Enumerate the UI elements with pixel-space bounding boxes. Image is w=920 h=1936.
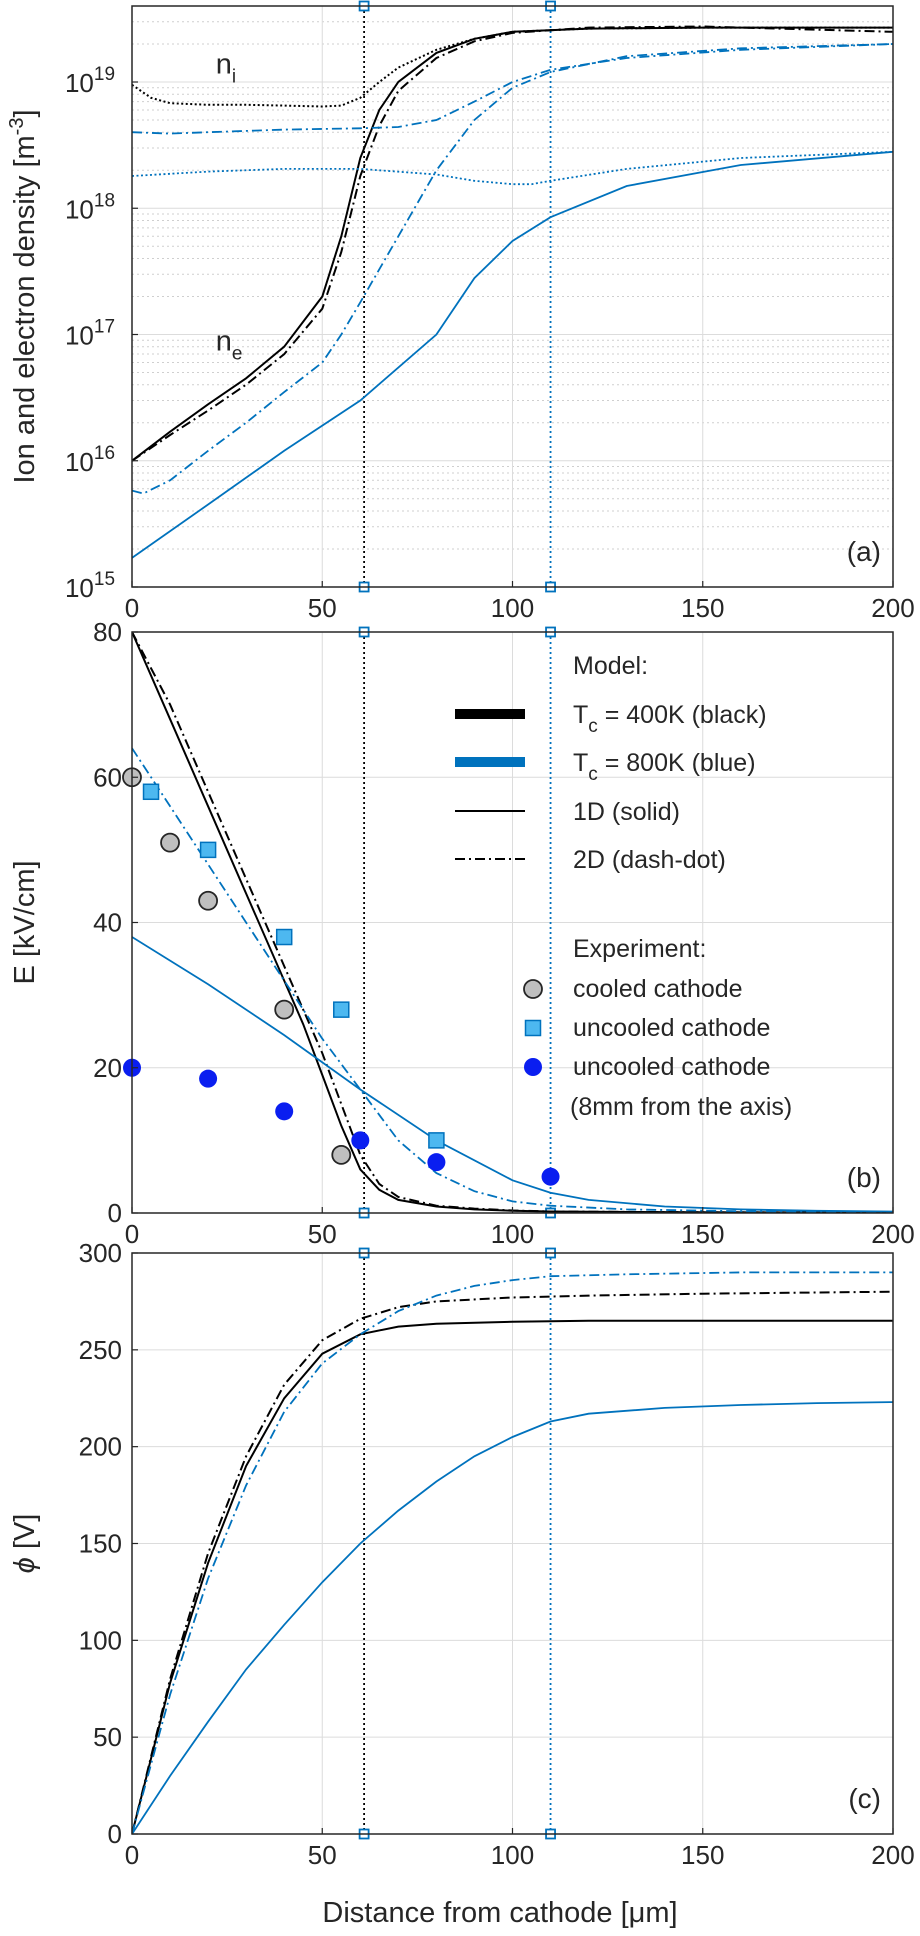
marker-uncooled-cathode-8mm <box>351 1131 370 1150</box>
y-tick-label: 150 <box>79 1529 122 1559</box>
series-group <box>132 25 893 559</box>
y-tick-label: 40 <box>93 908 122 938</box>
marker-cooled-cathode <box>160 832 180 853</box>
series-line-black-solid <box>132 1319 893 1834</box>
legend-label: uncooled cathode <box>573 1053 770 1081</box>
legend: Model: Tc = 400K (black) Tc = 800K (blue) 1… <box>455 652 792 1121</box>
marker-uncooled-cathode-8mm <box>275 1102 294 1121</box>
series-line-black-dashdot <box>132 632 893 1213</box>
x-tick-label: 100 <box>491 593 534 623</box>
y-tick-label: 300 <box>79 1238 122 1268</box>
legend-model-title: Model: <box>573 652 648 680</box>
series-group <box>132 1271 893 1834</box>
y-tick-label: 1017 <box>65 317 115 351</box>
y-tick-label: 100 <box>79 1625 122 1655</box>
y-tick-label: 0 <box>108 1819 122 1849</box>
marker-uncooled-cathode <box>275 928 293 946</box>
legend-label: 2D (dash-dot) <box>573 846 726 874</box>
marker-uncooled-cathode-8mm <box>541 1167 560 1186</box>
annotation-ne: ne <box>216 325 243 364</box>
series-line-blue-solid <box>132 1401 893 1834</box>
y-axis-label: ϕ [V] <box>9 1514 41 1574</box>
x-tick-label: 0 <box>125 1219 139 1249</box>
x-tick-label: 100 <box>491 1219 534 1249</box>
y-tick-label: 1018 <box>65 190 115 224</box>
y-tick-label: 1016 <box>65 443 115 477</box>
panel-b: 0 50 100 150 200 0 20 40 60 80 E [kV/cm] (b) Model: T… <box>9 617 915 1249</box>
y-tick-label: 80 <box>93 617 122 647</box>
y-tick-label: 1019 <box>65 64 115 98</box>
x-tick-label: 200 <box>871 593 914 623</box>
series-line-blue-solid <box>132 150 893 559</box>
marker-uncooled-cathode <box>142 783 160 801</box>
legend-marker-square <box>524 1019 542 1037</box>
legend-label: Tc = 800K (blue) <box>573 749 756 785</box>
x-tick-label: 50 <box>308 1219 337 1249</box>
legend-label: cooled cathode <box>573 975 743 1003</box>
series-line-black-dotted <box>132 26 893 108</box>
series-line-blue-dashdot <box>132 43 893 135</box>
x-tick-label: 100 <box>491 1840 534 1870</box>
panel-a: 0 50 100 150 200 1015 1016 1017 1018 1019 Ion and … <box>6 0 915 623</box>
x-tick-label: 150 <box>681 593 724 623</box>
x-axis-label: Distance from cathode [μm] <box>322 1897 677 1929</box>
legend-experiment-title: Experiment: <box>573 935 706 963</box>
y-tick-label: 20 <box>93 1053 122 1083</box>
legend-label: 1D (solid) <box>573 798 680 826</box>
y-tick-label: 60 <box>93 762 122 792</box>
legend-label: uncooled cathode <box>573 1014 770 1042</box>
x-tick-label: 200 <box>871 1840 914 1870</box>
y-tick-label: 0 <box>108 1198 122 1228</box>
marker-uncooled-cathode <box>333 1001 350 1018</box>
series-line-blue-dashdot <box>132 1271 893 1834</box>
x-tick-label: 0 <box>125 593 139 623</box>
series-line-blue-dashdot <box>132 747 893 1213</box>
x-tick-label: 0 <box>125 1840 139 1870</box>
x-tick-label: 150 <box>681 1219 724 1249</box>
y-tick-label: 250 <box>79 1335 122 1365</box>
legend-marker-circle <box>523 979 543 999</box>
marker-uncooled-cathode-8mm <box>427 1153 446 1172</box>
series-line-blue-dashdot <box>132 43 893 495</box>
marker-cooled-cathode <box>331 1145 352 1165</box>
marker-cooled-cathode <box>274 999 295 1020</box>
annotation-ni: ni <box>216 49 236 88</box>
legend-label: (8mm from the axis) <box>570 1093 792 1121</box>
series-line-black-dashdot <box>132 1290 893 1834</box>
marker-uncooled-cathode <box>199 841 217 859</box>
y-axis-label: E [kV/cm] <box>9 860 41 984</box>
y-tick-label: 200 <box>79 1432 122 1462</box>
x-tick-label: 50 <box>308 593 337 623</box>
legend-marker-dot <box>524 1058 542 1076</box>
x-tick-label: 50 <box>308 1840 337 1870</box>
marker-uncooled-cathode <box>428 1132 445 1149</box>
legend-label: Tc = 400K (black) <box>573 701 767 737</box>
marker-uncooled-cathode-8mm <box>199 1069 218 1088</box>
panel-label: (c) <box>848 1783 881 1814</box>
series-group <box>132 632 893 1213</box>
x-tick-label: 150 <box>681 1840 724 1870</box>
panel-label: (b) <box>847 1162 881 1193</box>
panel-label: (a) <box>847 536 881 567</box>
y-axis-label: Ion and electron density [m-3] <box>6 109 41 483</box>
y-tick-label: 1015 <box>65 569 115 603</box>
series-line-blue-solid <box>132 936 893 1213</box>
x-tick-label: 200 <box>871 1219 914 1249</box>
panel-c: 0 50 100 150 200 0 50 100 150 200 250 300 ϕ [V] (c) <box>9 1238 915 1870</box>
series-line-black-solid <box>132 632 893 1213</box>
y-tick-label: 50 <box>93 1722 122 1752</box>
marker-cooled-cathode <box>198 890 219 911</box>
series-line-blue-dotted <box>132 150 893 186</box>
